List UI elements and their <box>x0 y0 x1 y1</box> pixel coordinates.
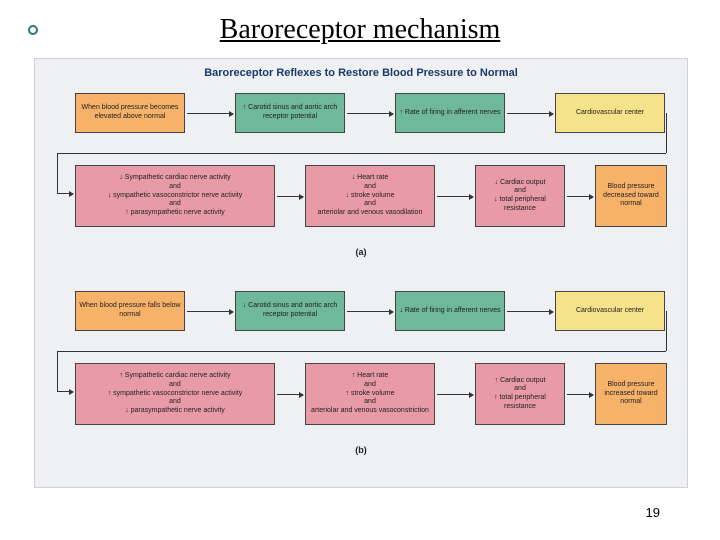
box-a3: ↑ Rate of firing in afferent nerves <box>395 93 505 133</box>
connector-line <box>57 153 58 193</box>
arrow-icon <box>187 311 233 312</box>
arrow-icon <box>57 391 73 392</box>
arrow-icon <box>277 394 303 395</box>
page-number: 19 <box>646 505 660 520</box>
title-container: Baroreceptor mechanism <box>0 0 720 46</box>
arrow-icon <box>567 196 593 197</box>
panel-a: When blood pressure becomes elevated abo… <box>35 87 687 277</box>
box-b2: ↓ Carotid sinus and aortic arch receptor… <box>235 291 345 331</box>
panel-b-label: (b) <box>355 445 367 455</box>
figure-title: Baroreceptor Reflexes to Restore Blood P… <box>35 59 687 85</box>
connector-line <box>666 113 667 153</box>
box-a5: ↓ Sympathetic cardiac nerve activity and… <box>75 165 275 227</box>
arrow-icon <box>347 311 393 312</box>
arrow-icon <box>507 113 553 114</box>
box-a2: ↑ Carotid sinus and aortic arch receptor… <box>235 93 345 133</box>
slide-bullet-icon <box>28 25 38 35</box>
connector-line <box>57 153 666 154</box>
panel-b: When blood pressure falls below normal ↓… <box>35 285 687 475</box>
arrow-icon <box>507 311 553 312</box>
arrow-icon <box>187 113 233 114</box>
box-b6: ↑ Heart rate and ↑ stroke volume and art… <box>305 363 435 425</box>
box-b4: Cardiovascular center <box>555 291 665 331</box>
box-b1: When blood pressure falls below normal <box>75 291 185 331</box>
box-b7: ↑ Cardiac output and ↑ total peripheral … <box>475 363 565 425</box>
box-a1: When blood pressure becomes elevated abo… <box>75 93 185 133</box>
panel-a-label: (a) <box>356 247 367 257</box>
arrow-icon <box>347 113 393 114</box>
connector-line <box>57 351 58 391</box>
arrow-icon <box>437 394 473 395</box>
box-a6: ↓ Heart rate and ↓ stroke volume and art… <box>305 165 435 227</box>
box-a4: Cardiovascular center <box>555 93 665 133</box>
box-b5: ↑ Sympathetic cardiac nerve activity and… <box>75 363 275 425</box>
arrow-icon <box>437 196 473 197</box>
connector-line <box>666 311 667 351</box>
box-b3: ↓ Rate of firing in afferent nerves <box>395 291 505 331</box>
connector-line <box>57 351 666 352</box>
box-a7: ↓ Cardiac output and ↓ total peripheral … <box>475 165 565 227</box>
arrow-icon <box>277 196 303 197</box>
box-a8: Blood pressure decreased toward normal <box>595 165 667 227</box>
box-b8: Blood pressure increased toward normal <box>595 363 667 425</box>
arrow-icon <box>567 394 593 395</box>
arrow-icon <box>57 193 73 194</box>
figure-area: Baroreceptor Reflexes to Restore Blood P… <box>34 58 688 488</box>
page-title: Baroreceptor mechanism <box>220 14 501 45</box>
